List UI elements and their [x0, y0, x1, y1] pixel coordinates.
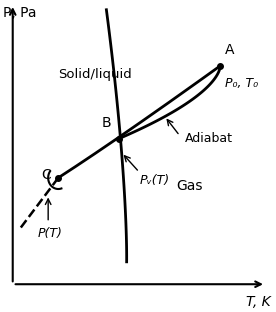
Text: A: A	[225, 43, 235, 57]
Text: P₀, T₀: P₀, T₀	[225, 77, 259, 90]
Text: Solid/liquid: Solid/liquid	[58, 68, 132, 81]
Text: Pᵥ(T): Pᵥ(T)	[139, 174, 169, 187]
Text: T, K: T, K	[246, 295, 271, 310]
Text: C: C	[41, 168, 51, 182]
Text: B: B	[102, 116, 112, 130]
Text: P, Pa: P, Pa	[2, 6, 36, 20]
Text: P(T): P(T)	[38, 227, 63, 240]
Text: Gas: Gas	[177, 179, 203, 193]
Text: Adiabat: Adiabat	[185, 132, 233, 145]
